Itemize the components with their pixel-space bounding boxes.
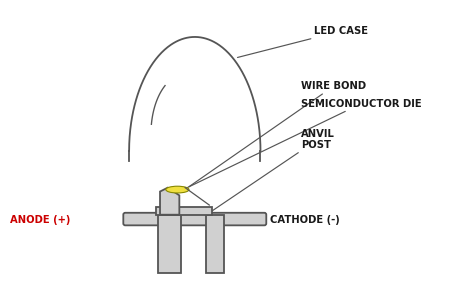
FancyBboxPatch shape <box>123 213 266 225</box>
Text: ANODE (+): ANODE (+) <box>10 215 70 225</box>
Ellipse shape <box>166 186 189 193</box>
Text: CATHODE (-): CATHODE (-) <box>270 215 340 225</box>
Text: SEMICONDUCTOR DIE: SEMICONDUCTOR DIE <box>183 99 422 190</box>
Text: WIRE BOND: WIRE BOND <box>189 81 366 187</box>
Bar <box>156 207 212 215</box>
Bar <box>206 215 224 273</box>
Text: LED CASE: LED CASE <box>237 26 368 57</box>
Bar <box>158 215 181 273</box>
Polygon shape <box>160 188 179 215</box>
Text: ANVIL
POST: ANVIL POST <box>212 129 335 211</box>
